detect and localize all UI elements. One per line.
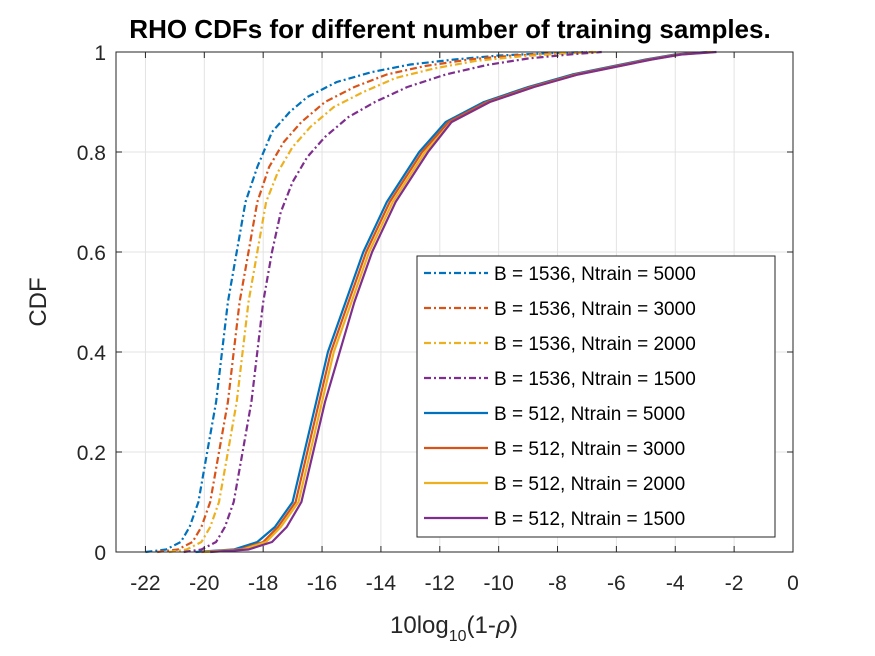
x-tick-label: -10	[483, 572, 513, 595]
legend-entry: B = 1536, Ntrain = 1500	[494, 369, 696, 390]
legend-entry: B = 1536, Ntrain = 2000	[494, 334, 696, 355]
x-tick-label: -16	[307, 572, 337, 595]
axes-box	[115, 51, 794, 553]
series-line	[210, 50, 717, 554]
legend-entry: B = 512, Ntrain = 5000	[494, 404, 685, 425]
legend: B = 1536, Ntrain = 5000 B = 1536, Ntrain …	[416, 255, 776, 538]
x-tick-label: -8	[548, 572, 567, 595]
legend-box	[416, 255, 776, 538]
x-axis-label-close: )	[510, 612, 518, 639]
y-tick-label: 1	[94, 42, 106, 65]
series-layer	[145, 50, 717, 554]
x-tick-label: -4	[666, 572, 685, 595]
y-tick-label: 0.4	[77, 342, 107, 365]
chart-title: RHO CDFs for different number of trainin…	[129, 14, 770, 44]
series-line	[145, 50, 588, 554]
x-axis-label-rho: ρ	[495, 611, 510, 639]
x-axis-label-rest: (1-	[467, 612, 496, 639]
legend-entry: B = 1536, Ntrain = 5000	[494, 264, 696, 285]
x-tick-label: -2	[725, 572, 744, 595]
series-line	[183, 50, 602, 554]
x-axis-label: 10log10(1-ρ)	[390, 611, 518, 645]
x-axis-label-subscript: 10	[449, 628, 467, 645]
y-axis-label: CDF	[25, 277, 52, 326]
x-tick-label: -20	[189, 572, 219, 595]
legend-entry: B = 512, Ntrain = 3000	[494, 439, 685, 460]
legend-entry: B = 512, Ntrain = 1500	[494, 509, 685, 530]
y-tick-label: 0.2	[77, 442, 106, 465]
x-tick-label: -6	[607, 572, 626, 595]
y-tick-label: 0.6	[77, 242, 106, 265]
y-axis-ticks: 0 0.2 0.4 0.6 0.8 1	[77, 42, 793, 565]
x-tick-label: -12	[425, 572, 455, 595]
x-tick-label: 0	[787, 572, 799, 595]
legend-entry: B = 512, Ntrain = 2000	[494, 474, 685, 495]
y-tick-label: 0	[94, 542, 106, 565]
x-tick-label: -18	[248, 572, 278, 595]
x-tick-label: -22	[130, 572, 160, 595]
y-tick-label: 0.8	[77, 142, 106, 165]
x-tick-label: -14	[366, 572, 397, 595]
series-line	[168, 50, 599, 554]
x-axis-label-main: 10log	[390, 612, 449, 639]
x-axis-ticks: -22 -20 -18 -16 -14 -12 -10 -8 -6 -4 -2 0	[130, 52, 799, 595]
legend-entry: B = 1536, Ntrain = 3000	[494, 299, 696, 320]
